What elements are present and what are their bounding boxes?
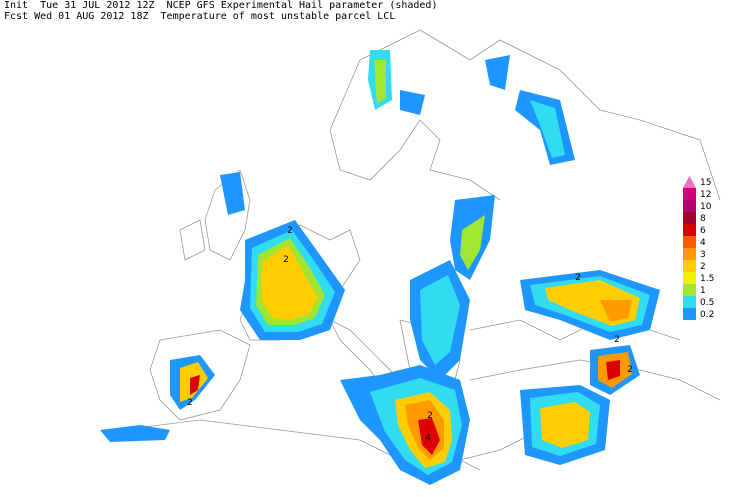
legend-swatch	[683, 296, 696, 308]
legend-label: 8	[700, 214, 706, 224]
legend-label: 1.5	[700, 274, 714, 284]
legend-swatch	[683, 248, 696, 260]
legend-label: 4	[700, 238, 706, 248]
legend-swatch	[683, 308, 696, 320]
legend-label: 3	[700, 250, 706, 260]
legend-label: 15	[700, 178, 711, 188]
contour-labels: 2 2 2 2 2 4 2 2	[187, 226, 633, 443]
legend-swatch	[683, 284, 696, 296]
legend-swatch	[683, 188, 696, 200]
legend-label: 10	[700, 202, 712, 212]
legend-label: 6	[700, 226, 706, 236]
legend-label: 0.5	[700, 298, 714, 308]
legend-swatch	[683, 212, 696, 224]
header-line: Init Tue 31 JUL 2012 12Z NCEP GFS Experi…	[4, 0, 438, 11]
contour-label: 2	[575, 273, 581, 283]
legend-label: 2	[700, 262, 706, 272]
legend-swatch	[683, 272, 696, 284]
legend-swatch	[683, 260, 696, 272]
legend-swatch	[683, 176, 696, 188]
legend-label: 0.2	[700, 310, 714, 320]
legend-swatch	[683, 236, 696, 248]
contour-label: 4	[425, 433, 431, 443]
contour-label: 2	[287, 226, 293, 236]
contour-label: 2	[187, 398, 193, 408]
contour-label: 2	[614, 335, 620, 345]
colorbar: 15 12 10 8 6 4 3 2 1.5 1 0.5 0.2	[683, 176, 714, 320]
contour-label: 2	[283, 255, 289, 265]
legend-label: 1	[700, 286, 706, 296]
legend-swatch	[683, 224, 696, 236]
hail-areas	[100, 50, 660, 485]
contour-label: 2	[427, 411, 433, 421]
contour-label: 2	[627, 365, 633, 375]
legend-swatch	[683, 200, 696, 212]
legend-label: 12	[700, 190, 711, 200]
header-line: Fcst Wed 01 AUG 2012 18Z Temperature of …	[4, 11, 396, 22]
